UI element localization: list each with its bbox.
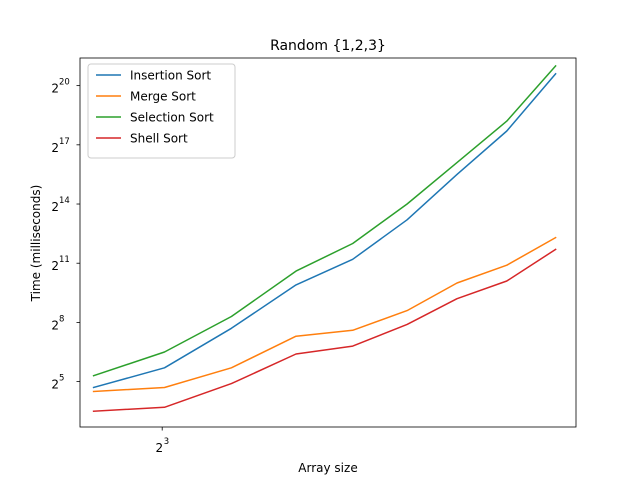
y-tick-exponent: 20	[59, 78, 70, 88]
y-tick-exponent: 5	[59, 374, 64, 384]
axes-frame	[79, 57, 577, 428]
chart-title: Random {1,2,3}	[270, 38, 386, 54]
y-tick-base: 2	[51, 141, 59, 155]
legend-label-2: Merge Sort	[130, 90, 196, 104]
y-tick-base: 2	[51, 318, 59, 332]
y-tick-base: 2	[51, 82, 59, 96]
y-tick-base: 2	[51, 259, 59, 273]
y-tick-exponent: 14	[59, 196, 70, 206]
series-line-4	[92, 248, 557, 412]
y-tick-exponent: 17	[59, 137, 70, 147]
legend-label-1: Insertion Sort	[130, 69, 211, 83]
x-tick-base: 2	[156, 441, 164, 455]
series-line-1	[92, 72, 557, 389]
series-line-2	[92, 236, 557, 393]
legend-box	[87, 63, 236, 159]
y-tick-base: 2	[51, 200, 59, 214]
y-axis-label: Time (milliseconds)	[29, 185, 43, 303]
y-tick-label-6: 2 20	[51, 78, 69, 96]
legend: Insertion Sort Merge Sort Selection Sort Sh…	[87, 63, 236, 159]
series-line-3	[92, 64, 557, 377]
y-tick-label-5: 2 17	[51, 137, 69, 155]
y-tick-label-3: 2 11	[51, 255, 69, 273]
y-tick-label-4: 2 14	[51, 196, 69, 214]
x-tick-exponent: 3	[164, 437, 169, 447]
y-tick-exponent: 11	[59, 255, 70, 265]
y-tick-base: 2	[51, 378, 59, 392]
legend-label-3: Selection Sort	[130, 111, 214, 125]
y-tick-exponent: 8	[59, 314, 64, 324]
legend-label-4: Shell Sort	[130, 132, 188, 146]
x-axis-label: Array size	[298, 461, 357, 475]
